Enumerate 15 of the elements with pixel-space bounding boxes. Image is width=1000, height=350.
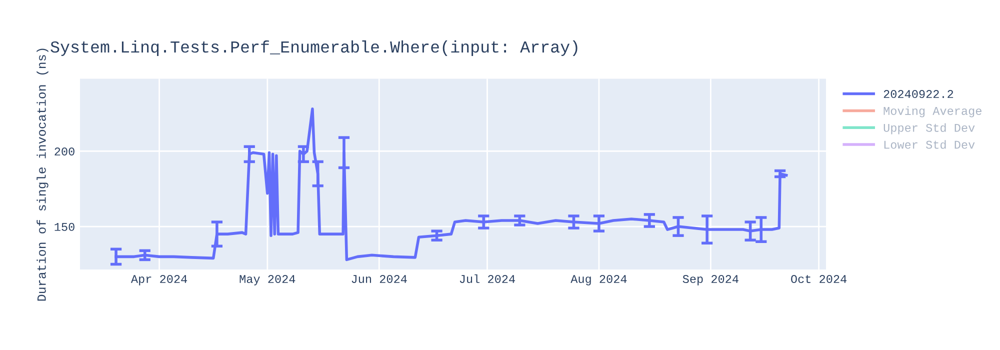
x-tick-label: May 2024 — [240, 275, 296, 286]
legend-label: Moving Average — [884, 106, 982, 118]
x-tick-label: Oct 2024 — [791, 275, 847, 284]
legend-label: Upper Std Dev — [884, 123, 975, 134]
y-axis-title: Duration of single invocation (ns) — [36, 48, 48, 301]
legend-label: Lower Std Dev — [884, 140, 975, 149]
x-tick-label: Sep 2024 — [682, 275, 738, 286]
chart-title: System.Linq.Tests.Perf_Enumerable.Where(input: Array) — [50, 40, 578, 56]
y-tick-label: 150 — [54, 222, 74, 231]
x-tick-label: Aug 2024 — [570, 275, 627, 286]
x-tick-label: Apr 2024 — [130, 275, 188, 286]
y-tick-label: 200 — [54, 148, 74, 156]
x-tick-label: Jul 2024 — [460, 274, 515, 284]
legend-label: 20240922.2 — [884, 90, 954, 98]
x-tick-label: Jun 2024 — [352, 275, 407, 284]
